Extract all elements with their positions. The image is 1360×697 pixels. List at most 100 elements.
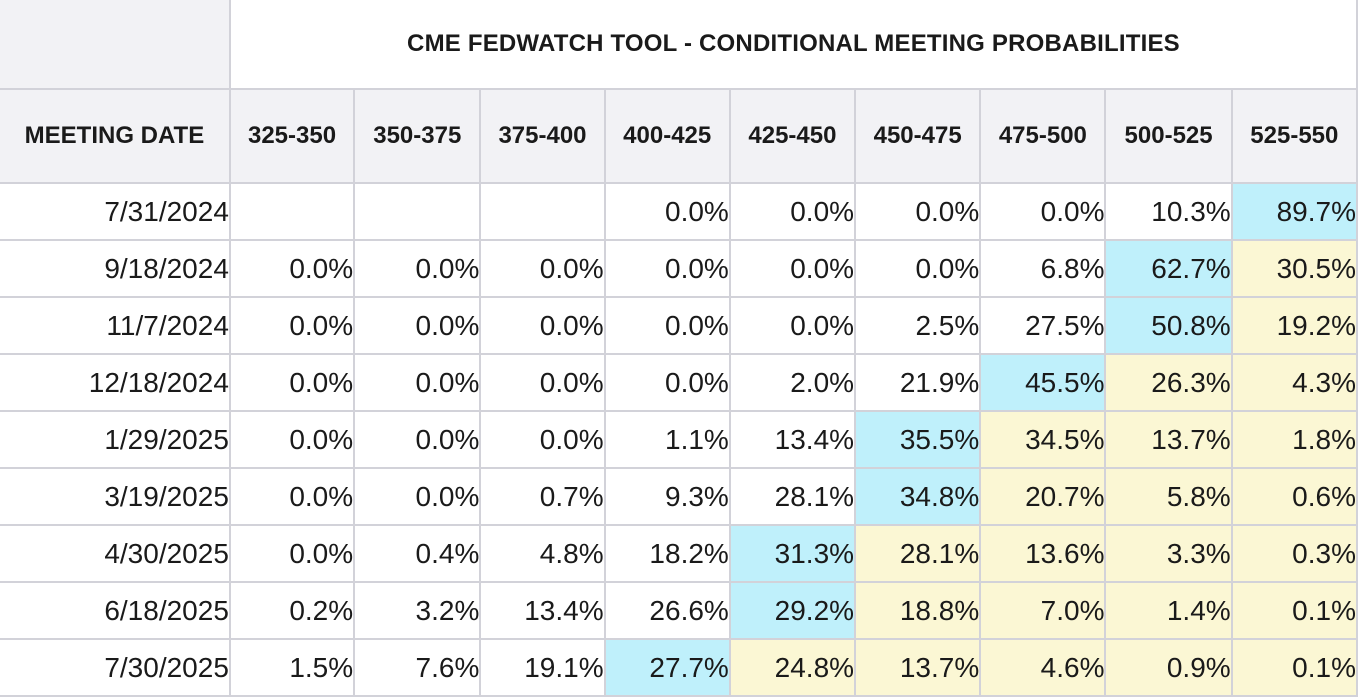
probability-cell: 18.2%	[603, 524, 731, 583]
probability-cell: 0.0%	[228, 467, 356, 526]
probability-cell: 0.2%	[228, 581, 356, 640]
probability-cell: 1.4%	[1104, 581, 1233, 640]
probability-cell: 45.5%	[979, 353, 1107, 412]
meeting-date-cell: 7/30/2025	[0, 638, 231, 697]
probability-cell: 0.0%	[479, 239, 606, 298]
probability-cell: 0.0%	[854, 182, 982, 241]
probability-cell: 0.3%	[1230, 524, 1359, 583]
probability-cell: 89.7%	[1230, 182, 1359, 241]
probability-cell	[353, 182, 482, 241]
probability-cell: 7.6%	[353, 638, 482, 697]
probability-cell: 1.5%	[228, 638, 356, 697]
probability-cell: 26.6%	[603, 581, 731, 640]
probability-cell: 0.0%	[228, 239, 356, 298]
probability-cell: 4.6%	[979, 638, 1107, 697]
probability-cell: 24.8%	[728, 638, 857, 697]
probability-cell: 2.0%	[728, 353, 857, 412]
probability-cell: 3.2%	[353, 581, 482, 640]
probability-cell: 2.5%	[854, 296, 982, 355]
table-row: 1/29/2025 0.0% 0.0% 0.0% 1.1% 13.4% 35.5% 34.5%…	[0, 410, 1359, 469]
probability-cell: 0.0%	[979, 182, 1107, 241]
probability-cell: 19.2%	[1230, 296, 1359, 355]
probability-cell: 0.0%	[353, 410, 482, 469]
probability-cell: 4.3%	[1230, 353, 1359, 412]
rate-range-header-375-400: 375-400	[479, 88, 606, 184]
probability-cell: 62.7%	[1104, 239, 1233, 298]
table-row: 12/18/2024 0.0% 0.0% 0.0% 0.0% 2.0% 21.9% 45.5%…	[0, 353, 1359, 412]
probability-cell: 34.8%	[854, 467, 982, 526]
probability-cell: 29.2%	[728, 581, 857, 640]
probability-cell	[479, 182, 606, 241]
probability-cell: 6.8%	[979, 239, 1107, 298]
probability-cell: 31.3%	[728, 524, 857, 583]
table-row: 11/7/2024 0.0% 0.0% 0.0% 0.0% 0.0% 2.5% 27.5% 50…	[0, 296, 1359, 355]
probability-cell: 4.8%	[479, 524, 606, 583]
probability-cell: 0.1%	[1230, 638, 1359, 697]
probability-cell: 0.0%	[228, 296, 356, 355]
probability-cell: 34.5%	[979, 410, 1107, 469]
probability-cell: 13.6%	[979, 524, 1107, 583]
probability-cell: 10.3%	[1104, 182, 1233, 241]
table-row: 4/30/2025 0.0% 0.4% 4.8% 18.2% 31.3% 28.1% 13.6…	[0, 524, 1359, 583]
table-row: 3/19/2025 0.0% 0.0% 0.7% 9.3% 28.1% 34.8% 20.7%…	[0, 467, 1359, 526]
probability-cell: 3.3%	[1104, 524, 1233, 583]
probability-cell: 0.0%	[353, 296, 482, 355]
rate-range-header-425-450: 425-450	[728, 88, 857, 184]
table-row: 6/18/2025 0.2% 3.2% 13.4% 26.6% 29.2% 18.8% 7.0…	[0, 581, 1359, 640]
probability-cell: 13.7%	[854, 638, 982, 697]
meeting-date-cell: 7/31/2024	[0, 182, 231, 241]
probability-cell: 26.3%	[1104, 353, 1233, 412]
probability-cell: 0.0%	[228, 524, 356, 583]
rate-range-header-325-350: 325-350	[228, 88, 356, 184]
probability-cell: 0.0%	[479, 410, 606, 469]
probability-cell: 19.1%	[479, 638, 606, 697]
probability-cell: 0.0%	[603, 182, 731, 241]
meeting-date-cell: 9/18/2024	[0, 239, 231, 298]
probability-cell: 0.0%	[728, 296, 857, 355]
table-title: CME FEDWATCH TOOL - CONDITIONAL MEETING …	[228, 0, 1359, 90]
probability-cell: 13.4%	[479, 581, 606, 640]
probability-cell: 0.4%	[353, 524, 482, 583]
rate-range-header-400-425: 400-425	[603, 88, 731, 184]
probability-cell: 0.6%	[1230, 467, 1359, 526]
probability-cell: 1.8%	[1230, 410, 1359, 469]
probability-cell: 7.0%	[979, 581, 1107, 640]
rate-range-header-475-500: 475-500	[979, 88, 1107, 184]
probability-cell: 0.9%	[1104, 638, 1233, 697]
rate-range-header-450-475: 450-475	[854, 88, 982, 184]
meeting-date-cell: 1/29/2025	[0, 410, 231, 469]
probability-cell: 27.5%	[979, 296, 1107, 355]
table-row: 9/18/2024 0.0% 0.0% 0.0% 0.0% 0.0% 0.0% 6.8% 62.…	[0, 239, 1359, 298]
meeting-date-cell: 4/30/2025	[0, 524, 231, 583]
probability-cell: 0.0%	[603, 296, 731, 355]
probability-cell: 35.5%	[854, 410, 982, 469]
probability-cell: 0.0%	[479, 296, 606, 355]
meeting-date-cell: 6/18/2025	[0, 581, 231, 640]
probability-cell: 21.9%	[854, 353, 982, 412]
probability-cell: 0.0%	[353, 353, 482, 412]
probability-cell: 9.3%	[603, 467, 731, 526]
probability-cell: 0.1%	[1230, 581, 1359, 640]
meeting-date-header: MEETING DATE	[0, 88, 231, 184]
probability-cell: 0.0%	[228, 353, 356, 412]
probability-cell: 20.7%	[979, 467, 1107, 526]
probability-cell: 28.1%	[728, 467, 857, 526]
rate-range-header-500-525: 500-525	[1104, 88, 1233, 184]
probability-cell: 0.0%	[228, 410, 356, 469]
table-row: 7/31/2024 0.0% 0.0% 0.0% 0.0% 10.3% 89.7%	[0, 182, 1359, 241]
probability-cell	[228, 182, 356, 241]
probability-cell: 0.0%	[353, 467, 482, 526]
probability-cell: 50.8%	[1104, 296, 1233, 355]
probability-cell: 18.8%	[854, 581, 982, 640]
probability-cell: 0.0%	[353, 239, 482, 298]
probability-cell: 30.5%	[1230, 239, 1359, 298]
rate-range-header-350-375: 350-375	[353, 88, 482, 184]
probability-cell: 13.4%	[728, 410, 857, 469]
probability-cell: 13.7%	[1104, 410, 1233, 469]
probability-cell: 28.1%	[854, 524, 982, 583]
rate-range-header-525-550: 525-550	[1230, 88, 1359, 184]
probability-cell: 0.0%	[479, 353, 606, 412]
probability-cell: 0.0%	[603, 239, 731, 298]
probability-cell: 0.0%	[728, 239, 857, 298]
probability-cell: 1.1%	[603, 410, 731, 469]
